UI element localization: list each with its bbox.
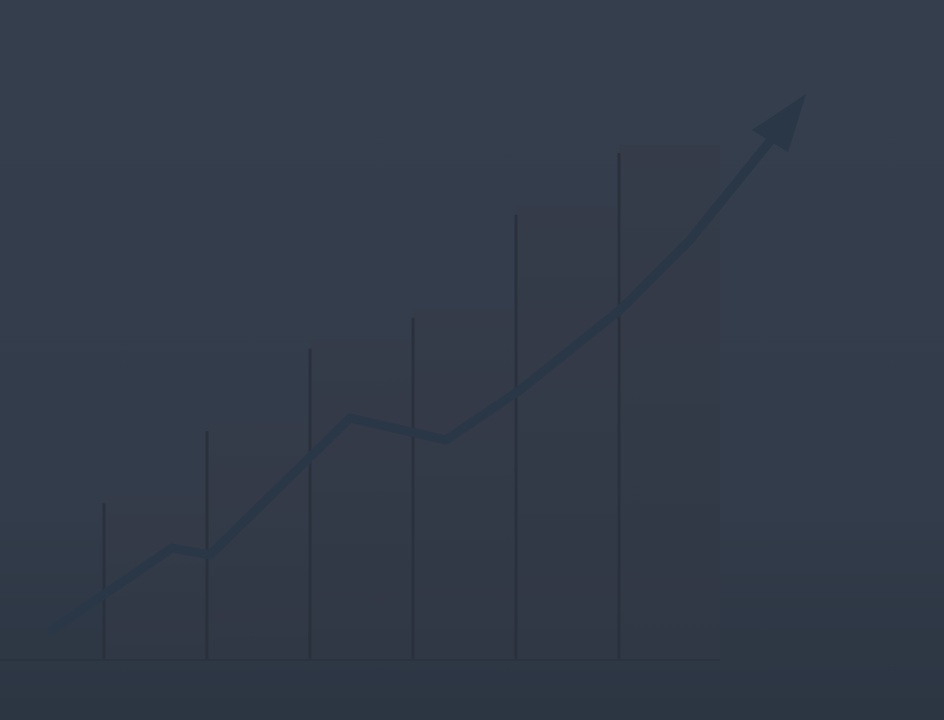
trend-arrowhead-icon <box>752 94 806 152</box>
bar-3 <box>310 340 411 660</box>
bar-1 <box>104 495 205 660</box>
bar-5 <box>516 206 617 661</box>
bar-group <box>102 145 720 661</box>
trend-line-group <box>47 94 806 635</box>
bar-4 <box>413 309 514 660</box>
trend-line <box>47 130 780 635</box>
